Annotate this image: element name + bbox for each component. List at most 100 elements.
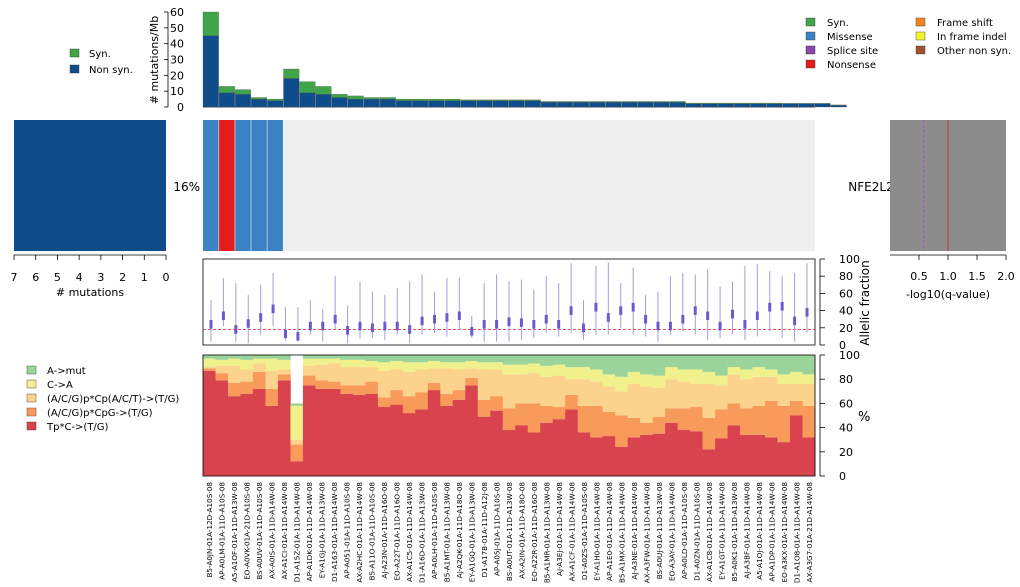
spectrum-segment	[377, 407, 391, 476]
spectrum-segment	[790, 371, 803, 385]
syn-rate-bar	[508, 99, 525, 101]
nonsyn-rate-bar	[605, 102, 622, 108]
mutated-sample-cell	[203, 120, 219, 251]
spectrum-segment	[215, 380, 229, 476]
sample-label: AP-A051-01A-11D-A10S-08	[343, 482, 352, 579]
af-box	[805, 308, 809, 317]
spectrum-segment	[215, 365, 229, 374]
spectrum-segment	[227, 382, 241, 397]
spectrum-segment	[515, 364, 529, 375]
spectrum-segment	[677, 355, 691, 370]
af-box	[656, 321, 660, 331]
mutation-rate-panel: # mutations/Mb 0 10 20 30 40 50 60	[148, 6, 847, 114]
spectrum-segment	[265, 355, 279, 359]
nonsyn-rate-bar	[766, 103, 783, 108]
spectrum-segment	[452, 390, 466, 400]
sample-label: A5-A1OJ-01A-11D-A14W-08	[755, 482, 764, 580]
af-y-tick-label: 0	[839, 339, 846, 352]
spectrum-segment	[727, 425, 741, 476]
spectrum-segment	[752, 405, 766, 435]
spectrum-segment	[490, 410, 504, 476]
af-box	[209, 320, 213, 329]
spectrum-segment	[502, 374, 516, 409]
spectrum-segment	[590, 369, 603, 382]
spectrum-segment	[203, 358, 216, 368]
spectrum-segment	[652, 355, 666, 376]
spectrum-segment	[765, 369, 778, 377]
sample-label: D1-A1O8-01A-11D-A14W-08	[792, 482, 801, 584]
spectrum-segment	[240, 393, 254, 476]
spectrum-segment	[502, 408, 516, 431]
syn-rate-bar	[460, 99, 477, 101]
nonsyn-rate-bar	[540, 102, 557, 108]
syn-rate-bar	[718, 102, 734, 104]
af-y-tick-label: 40	[839, 305, 853, 318]
spectrum-segment	[727, 374, 741, 404]
q-x-axis-label: -log10(q-value)	[906, 288, 990, 301]
sample-label: D1-A163-01A-11D-A14W-08	[330, 482, 339, 582]
spectrum-segment	[465, 385, 479, 476]
spectrum-segment	[203, 368, 216, 371]
spectrum-segment	[465, 368, 479, 378]
allelic-fraction-panel: Allelic fraction 0 20 40 60 80 100	[202, 253, 872, 352]
af-box	[606, 313, 610, 322]
spectrum-segment	[740, 434, 753, 476]
spectrum-segment	[802, 374, 816, 385]
af-box	[544, 314, 548, 324]
sample-label: EO-A22T-01A-11D-A16O-08	[393, 482, 402, 581]
spectrum-segment	[340, 385, 354, 394]
nonsyn-rate-bar	[379, 98, 396, 108]
spectrum-segment	[640, 386, 653, 423]
spectrum-segment	[290, 405, 304, 440]
syn-rate-bar	[347, 95, 364, 100]
spectrum-segment	[752, 367, 766, 377]
spectrum-segment	[640, 374, 653, 387]
spectrum-segment	[802, 405, 816, 438]
mutated-sample-cell	[235, 120, 251, 251]
count-x-tick-label: 1	[141, 271, 148, 284]
spectrum-segment	[602, 374, 616, 387]
af-box	[743, 320, 747, 329]
spectrum-segment	[315, 380, 329, 389]
nonsyn-rate-bar	[396, 100, 412, 108]
spectrum-segment	[677, 381, 691, 409]
count-x-tick-label: 7	[11, 271, 18, 284]
syn-rate-bar	[524, 99, 541, 101]
mutated-sample-cell	[219, 120, 235, 251]
spectrum-segment	[565, 379, 578, 395]
nonsyn-rate-bar	[315, 94, 332, 108]
spectrum-segment	[715, 409, 728, 439]
spectrum-segment	[552, 419, 566, 476]
af-box	[321, 321, 325, 331]
af-box	[519, 318, 523, 327]
spectrum-segment	[790, 400, 803, 416]
spectrum-segment	[802, 355, 816, 375]
sample-label: AJ-A2QK-01A-11D-A18O-08	[455, 482, 464, 579]
spectrum-segment	[527, 403, 541, 433]
spectrum-segment	[540, 365, 554, 377]
nonsyn-rate-bar	[669, 102, 686, 108]
spectrum-segment	[352, 359, 366, 368]
spectrum-segment	[740, 369, 753, 380]
sample-labels: B5-A0JN-01A-12D-A10S-08 AP-A0LM-01A-11D-A…	[205, 482, 814, 584]
spectrum-segment	[752, 376, 766, 406]
type-legend-swatch	[805, 31, 816, 41]
af-y-tick-label: 100	[839, 253, 860, 266]
sample-label: AX-A1CI-01A-11D-A14W-08	[280, 482, 289, 580]
nonsyn-rate-bar	[798, 103, 815, 108]
spectrum-segment	[302, 385, 316, 476]
spectrum-segment	[440, 355, 454, 363]
count-x-tick-label: 3	[97, 271, 104, 284]
spectrum-segment	[627, 384, 641, 418]
af-box	[619, 306, 623, 315]
sample-label: AJ-A3BF-01A-11D-A14W-08	[742, 482, 751, 579]
syn-rate-bar	[589, 101, 606, 103]
spectrum-segment	[327, 355, 341, 359]
spectrum-segment	[615, 391, 628, 416]
spectrum-segment	[690, 431, 703, 476]
spectrum-segment	[252, 355, 266, 359]
spectrum-segment	[340, 393, 354, 476]
spectrum-segment	[415, 392, 429, 410]
spectrum-segment	[552, 375, 566, 408]
af-y-tick-label: 60	[839, 287, 853, 300]
